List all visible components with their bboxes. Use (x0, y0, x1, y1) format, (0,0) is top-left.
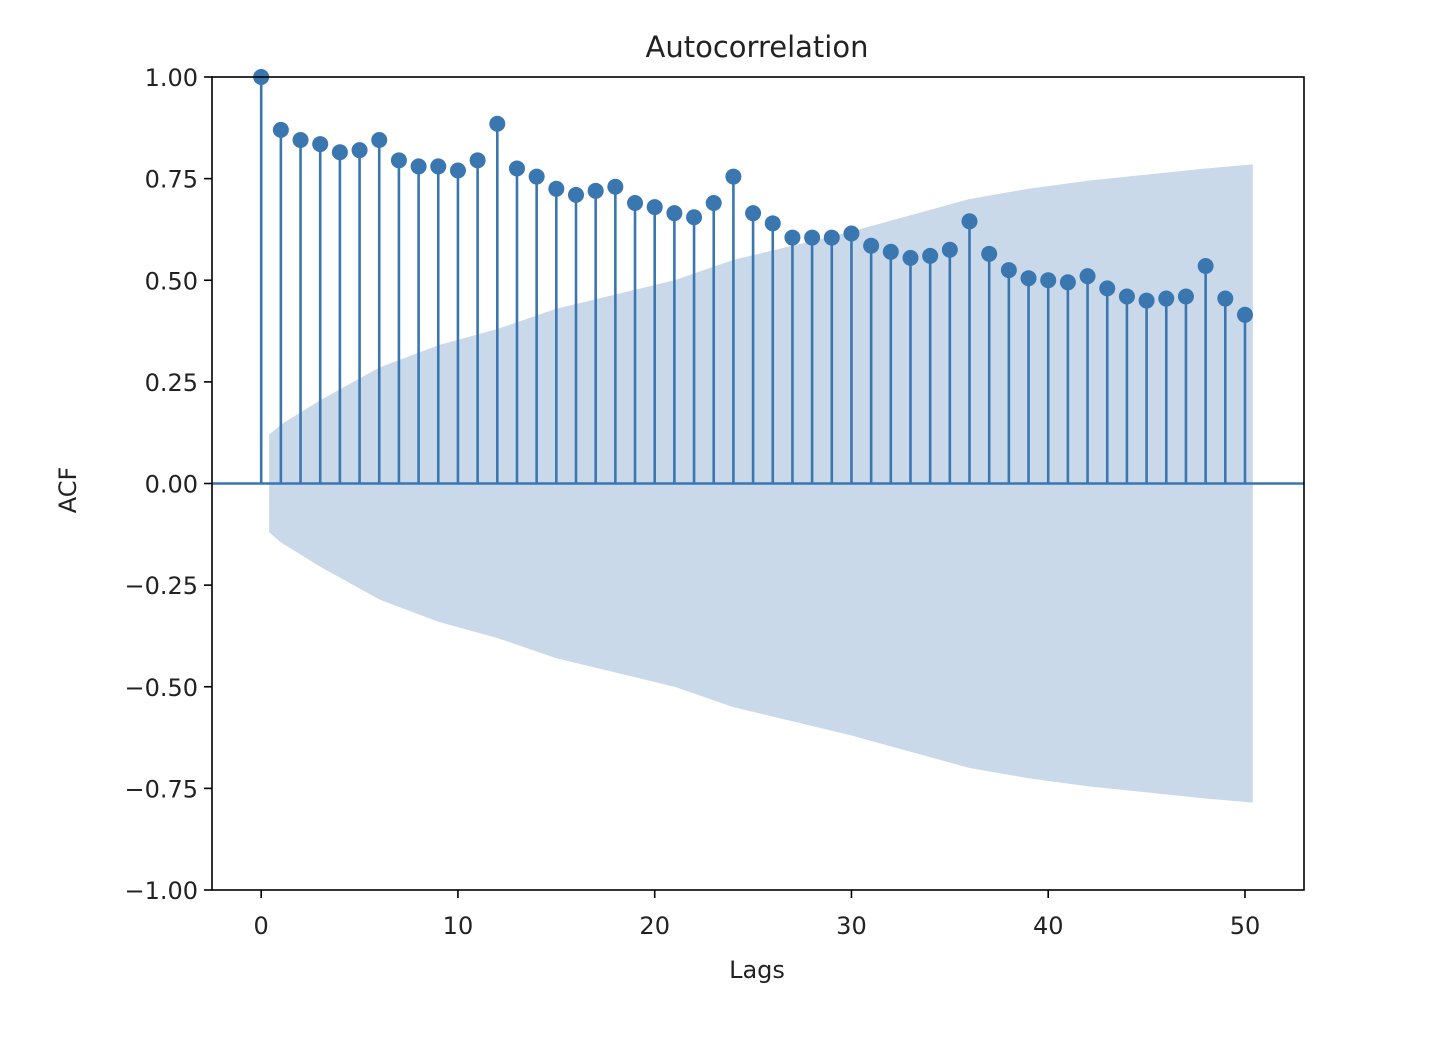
chart-title: Autocorrelation (646, 30, 869, 64)
markers-group (253, 69, 1253, 323)
marker-lag-31 (863, 237, 880, 254)
marker-lag-22 (686, 209, 703, 226)
y-axis-title: ACF (54, 467, 82, 514)
marker-lag-29 (823, 229, 840, 246)
marker-lag-3 (312, 136, 329, 153)
x-axis: 0 10 20 30 40 50 (254, 890, 1261, 940)
x-tick-label-0: 0 (254, 912, 269, 940)
marker-lag-38 (1000, 262, 1017, 279)
marker-lag-25 (745, 205, 762, 222)
x-axis-title: Lags (729, 956, 785, 984)
marker-lag-2 (292, 132, 309, 149)
marker-lag-10 (449, 162, 466, 179)
marker-lag-24 (725, 168, 742, 185)
marker-lag-14 (528, 168, 545, 185)
marker-lag-33 (902, 249, 919, 266)
marker-lag-21 (666, 205, 683, 222)
marker-lag-9 (430, 158, 447, 175)
marker-lag-43 (1099, 280, 1116, 297)
y-tick-label-0: −1.00 (124, 877, 198, 905)
marker-lag-19 (627, 195, 644, 212)
marker-lag-4 (331, 144, 348, 161)
marker-lag-1 (272, 121, 289, 138)
marker-lag-35 (941, 241, 958, 258)
y-tick-label-3: −0.25 (124, 572, 198, 600)
x-tick-label-30: 30 (836, 912, 867, 940)
y-axis: −1.00 −0.75 −0.50 −0.25 0.00 0.25 0.50 0.75 1.00 (124, 64, 212, 905)
y-tick-label-6: 0.50 (145, 267, 198, 295)
marker-lag-49 (1217, 290, 1234, 307)
marker-lag-27 (784, 229, 801, 246)
x-tick-label-10: 10 (443, 912, 474, 940)
marker-lag-15 (548, 180, 565, 197)
marker-lag-41 (1059, 274, 1076, 291)
marker-lag-48 (1197, 258, 1214, 275)
y-tick-label-2: −0.50 (124, 674, 198, 702)
marker-lag-12 (489, 115, 506, 132)
marker-lag-36 (961, 213, 978, 230)
marker-lag-7 (390, 152, 407, 169)
y-tick-label-4: 0.00 (145, 471, 198, 499)
marker-lag-6 (371, 132, 388, 149)
marker-lag-23 (705, 195, 722, 212)
marker-lag-17 (587, 182, 604, 199)
y-tick-label-8: 1.00 (145, 64, 198, 92)
y-tick-label-5: 0.25 (145, 369, 198, 397)
marker-lag-39 (1020, 270, 1037, 287)
y-tick-label-1: −0.75 (124, 775, 198, 803)
marker-lag-8 (410, 158, 427, 175)
marker-lag-16 (568, 186, 584, 203)
marker-lag-40 (1040, 272, 1057, 289)
marker-lag-42 (1079, 268, 1096, 285)
marker-lag-28 (804, 229, 821, 246)
marker-lag-50 (1236, 306, 1253, 323)
marker-lag-37 (981, 245, 998, 262)
marker-lag-18 (607, 178, 624, 195)
stems-group (259, 77, 1247, 484)
marker-lag-5 (351, 142, 368, 159)
marker-lag-45 (1138, 292, 1155, 309)
marker-lag-30 (843, 225, 860, 242)
x-tick-label-20: 20 (639, 912, 670, 940)
y-tick-label-7: 0.75 (145, 166, 198, 194)
x-tick-label-40: 40 (1033, 912, 1064, 940)
marker-lag-44 (1118, 288, 1135, 305)
marker-lag-20 (646, 199, 663, 216)
plot-area (211, 69, 1305, 891)
marker-lag-34 (922, 247, 939, 264)
marker-lag-11 (469, 152, 486, 169)
marker-lag-47 (1177, 288, 1194, 305)
marker-lag-26 (764, 215, 781, 232)
marker-lag-13 (508, 160, 525, 177)
x-tick-label-50: 50 (1230, 912, 1261, 940)
marker-lag-32 (882, 243, 899, 260)
marker-lag-46 (1158, 290, 1175, 307)
